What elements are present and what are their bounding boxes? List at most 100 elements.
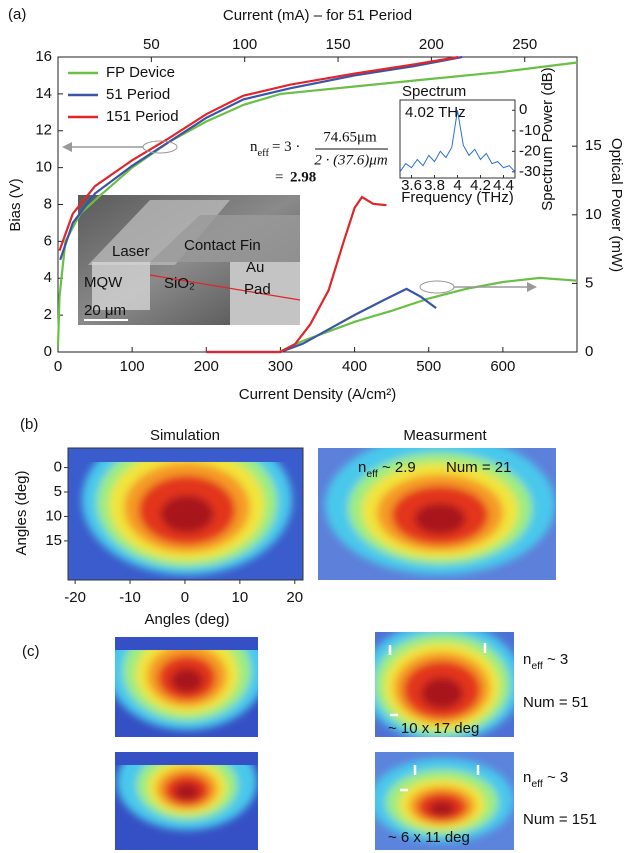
heatmap-layers (375, 758, 514, 842)
x2-tick-label: 100 (232, 36, 257, 53)
y-tick-label: 5 (54, 483, 62, 500)
heatmap-layers (115, 650, 258, 730)
x2-tick-label: 150 (326, 36, 351, 53)
marker-oval (419, 280, 455, 294)
sem-label: MQW (84, 274, 123, 291)
y-tick-label: 0 (54, 459, 62, 476)
data-line (58, 55, 459, 251)
inset-y-tick-label: -10 (519, 122, 541, 139)
heat-layer (171, 668, 203, 693)
x-tick-label: -10 (119, 589, 141, 606)
neff-part: n (523, 651, 531, 668)
neff-part: n (358, 459, 366, 476)
y-tick-label: 10 (35, 159, 52, 176)
heatmap-frame (67, 447, 304, 581)
heatmap-layers (82, 462, 292, 575)
eq-n: n (250, 139, 258, 155)
inset-x-tick-label: 4.2 (470, 177, 491, 194)
y2-tick-label: 0 (585, 343, 593, 360)
eq-denominator: 2 · (37.6)μm (314, 152, 388, 168)
size-label: ~ 6 x 11 deg (388, 829, 470, 846)
sem-pad (230, 262, 300, 325)
x-tick-label: 500 (416, 358, 441, 375)
sem-ridge (88, 200, 230, 265)
x-tick-label: 20 (286, 589, 303, 606)
sem-label: SiO₂ (164, 275, 195, 292)
x-tick-label: 200 (194, 358, 219, 375)
heat-layer (421, 677, 463, 709)
neff-label: neff ~ 2.9 (358, 459, 416, 480)
heat-layer (160, 495, 214, 533)
heat-layer (174, 783, 200, 801)
inset-y-tick-label: -20 (519, 142, 541, 159)
y-tick-label: 4 (44, 269, 52, 286)
y-tick-label: 2 (44, 306, 52, 323)
neff-part: eff (531, 778, 543, 790)
data-line (59, 55, 463, 261)
inset-y-tick-label: -30 (519, 163, 541, 180)
inset-y-tick-label: 0 (519, 101, 527, 118)
eq-sub: eff (258, 148, 270, 159)
y-tick-label: 12 (35, 122, 52, 139)
y-axis-label: Bias (V) (7, 178, 24, 231)
inset-x-label: Frequency (THz) (401, 189, 514, 206)
heatmap-layers (375, 632, 514, 737)
y-tick-label: 16 (35, 48, 52, 65)
inset-x-tick-label: 3.8 (424, 177, 445, 194)
size-label: ~ 10 x 17 deg (388, 720, 479, 737)
heatmap (115, 650, 258, 730)
panel-title: Measurment (403, 427, 487, 444)
neff-part: n (523, 769, 531, 786)
y-tick-label: 6 (44, 232, 52, 249)
heat-layer (414, 503, 466, 535)
heatmap (325, 448, 555, 575)
x-axis-label: Current Density (A/cm²) (239, 386, 397, 403)
y-axis-label: Angles (deg) (13, 470, 30, 555)
sem-label: 20 μm (84, 302, 126, 319)
sem-inset (78, 195, 301, 325)
x-tick-label: 300 (268, 358, 293, 375)
sem-facet (92, 262, 150, 310)
heat-layer (429, 801, 455, 817)
y2-axis-label: Optical Power (mW) (608, 138, 625, 272)
heatmap (375, 632, 514, 737)
inset-x-tick-label: 4 (453, 177, 461, 194)
panel-label: (a) (8, 6, 26, 23)
neff-label: neff ~ 3 (523, 651, 568, 672)
y-tick-label: 0 (44, 343, 52, 360)
neff-part: ~ 3 (543, 651, 568, 668)
sem-ridge (150, 215, 300, 262)
y2-tick-label: 5 (585, 274, 593, 291)
panel-label: (b) (20, 416, 38, 433)
panel-title: Simulation (150, 427, 220, 444)
inset-x-tick-label: 4.4 (493, 177, 514, 194)
y2-tick-label: 15 (585, 137, 602, 154)
num-label: Num = 21 (446, 459, 511, 476)
x-tick-label: 100 (120, 358, 145, 375)
sem-label: Pad (244, 281, 271, 298)
num-label: Num = 51 (523, 694, 588, 711)
sem-sio2-line (149, 274, 301, 301)
sem-label: Laser (112, 243, 150, 260)
x-tick-label: 600 (490, 358, 515, 375)
neff-part: eff (366, 468, 378, 480)
heatmap-layers (117, 765, 257, 830)
panel-label: (c) (22, 643, 40, 660)
eq-result-eq: = (275, 169, 283, 185)
sem-label: Au (246, 259, 264, 276)
arrow-head (527, 282, 537, 292)
eq-numerator: 74.65μm (323, 129, 377, 145)
legend-label: FP Device (106, 64, 175, 81)
inset-annotation: 4.02 THz (405, 104, 466, 121)
eq-prefix: = 3 · (272, 139, 300, 155)
heatmap (117, 765, 257, 830)
neff-part: ~ 3 (543, 769, 568, 786)
x-tick-label: 0 (181, 589, 189, 606)
num-label: Num = 151 (523, 811, 597, 828)
sem-label: Contact Fin (184, 237, 261, 254)
x2-axis-label: Current (mA) – for 51 Period (223, 7, 412, 24)
inset-x-tick-label: 3.6 (401, 177, 422, 194)
neff-part: eff (531, 660, 543, 672)
inset-y-label: Spectrum Power (dB) (539, 67, 556, 210)
